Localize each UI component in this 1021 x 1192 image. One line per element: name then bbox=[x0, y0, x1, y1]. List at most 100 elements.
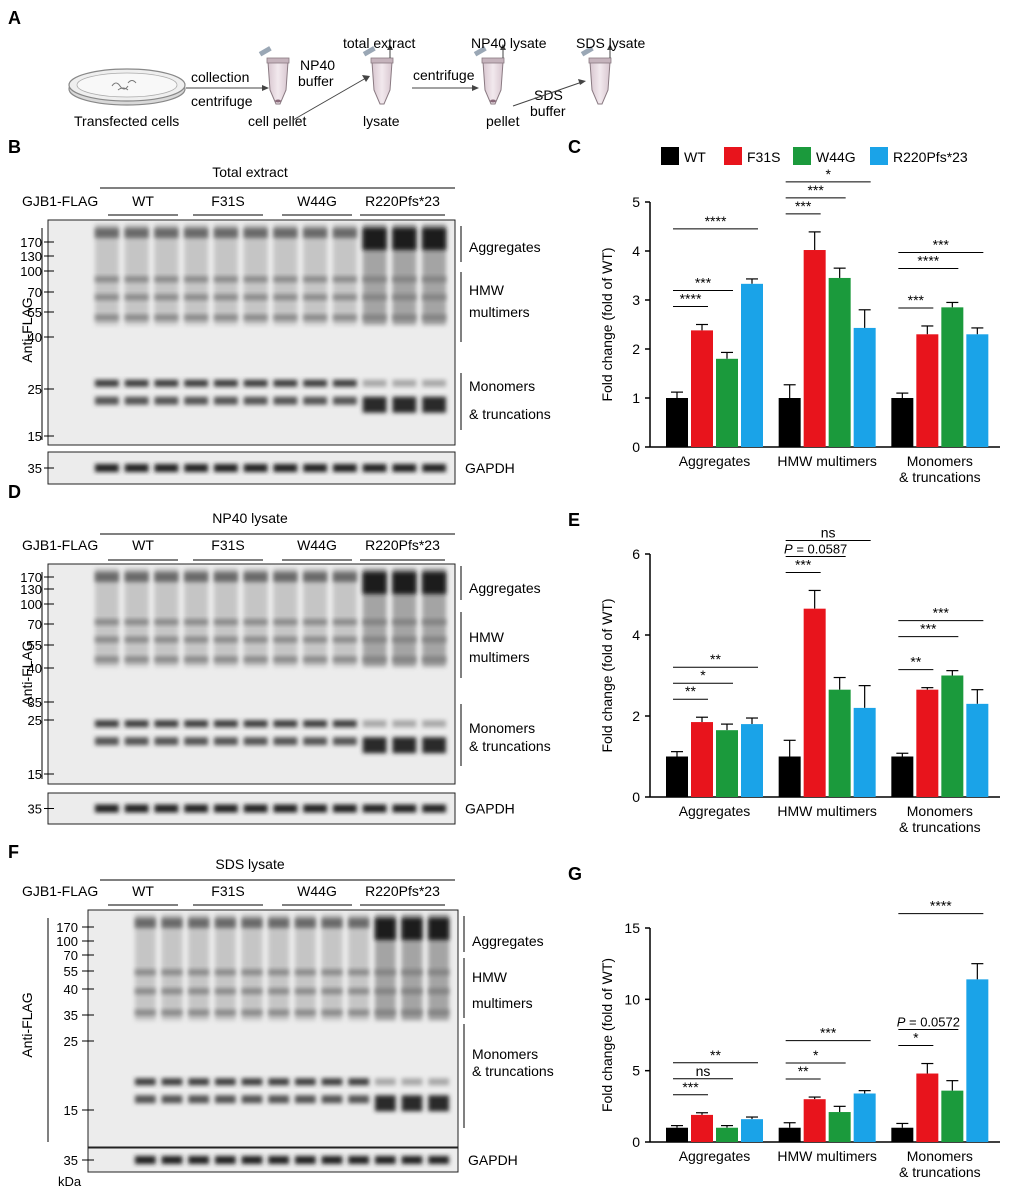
blot-band bbox=[184, 314, 208, 321]
blot-group-label: WT bbox=[132, 193, 154, 209]
legend-label: WT bbox=[684, 149, 706, 165]
blot-band bbox=[188, 1095, 209, 1104]
blot-marker-label: 15 bbox=[28, 429, 42, 444]
legend-swatch bbox=[793, 147, 811, 165]
blot-band bbox=[154, 572, 179, 582]
blot-band bbox=[273, 228, 298, 238]
gapdh-band bbox=[243, 804, 268, 813]
blot-band bbox=[392, 572, 417, 594]
x-category-label: & truncations bbox=[899, 469, 981, 485]
bar bbox=[666, 1127, 688, 1142]
bar-charts: 0 1 2 3 4 5 Fold change (fold of WT) Aggregates… bbox=[599, 166, 1000, 1180]
blot-band bbox=[273, 656, 298, 663]
blot-marker-label: 170 bbox=[20, 570, 42, 585]
blot-band bbox=[303, 720, 327, 728]
blot-region-label: Monomers bbox=[472, 1046, 538, 1062]
gapdh-band bbox=[214, 464, 238, 472]
bar bbox=[716, 1127, 738, 1142]
blot-band bbox=[184, 228, 208, 238]
blot-band bbox=[161, 988, 183, 995]
blot-band bbox=[362, 276, 387, 283]
blot-band bbox=[124, 737, 149, 746]
blot-lane-smear bbox=[154, 224, 179, 326]
blot-group-label: F31S bbox=[211, 537, 244, 553]
blot-band bbox=[135, 1078, 156, 1086]
workflow-pellet2-label: pellet bbox=[486, 113, 520, 129]
blot-band bbox=[333, 314, 357, 321]
blot-region-label: Aggregates bbox=[472, 933, 544, 949]
blot-band bbox=[154, 737, 179, 746]
gapdh-band bbox=[362, 804, 387, 813]
blot-band bbox=[303, 572, 327, 582]
gapdh-label: GAPDH bbox=[465, 460, 515, 476]
blot-lane-smear bbox=[154, 568, 179, 667]
bar bbox=[741, 724, 763, 797]
blot-band bbox=[333, 294, 357, 301]
significance-label: * bbox=[813, 1047, 819, 1063]
x-category-label: Monomers bbox=[907, 803, 973, 819]
y-tick-label: 10 bbox=[624, 991, 640, 1007]
legend-swatch bbox=[724, 147, 742, 165]
blot-band bbox=[362, 228, 387, 250]
blot-band bbox=[188, 1078, 209, 1086]
tube-icon bbox=[473, 46, 505, 105]
blot-band bbox=[303, 228, 327, 238]
blot-marker-label: 15 bbox=[28, 767, 42, 782]
blot-band bbox=[401, 988, 423, 995]
bar bbox=[778, 756, 801, 797]
blot-band bbox=[154, 314, 179, 321]
significance-label: *** bbox=[795, 556, 812, 572]
blot-band bbox=[241, 918, 263, 928]
blot-band bbox=[184, 619, 208, 625]
blot-band bbox=[188, 918, 209, 928]
blot-lane-smear bbox=[333, 224, 357, 326]
blot-lane-smear bbox=[95, 224, 119, 326]
blot-band bbox=[154, 228, 179, 238]
blot-row-label: GJB1-FLAG bbox=[22, 537, 98, 553]
blot-band bbox=[214, 737, 238, 746]
significance-label: ** bbox=[710, 1047, 721, 1063]
y-tick-label: 6 bbox=[632, 546, 640, 562]
blot-band bbox=[422, 656, 446, 663]
kda-unit-label: kDa bbox=[58, 1174, 82, 1189]
blot-band bbox=[362, 379, 387, 387]
gapdh-band bbox=[303, 804, 327, 813]
gapdh-band bbox=[95, 804, 119, 813]
blot-band bbox=[303, 636, 327, 643]
blot-region-label: multimers bbox=[469, 304, 530, 320]
blot-band bbox=[303, 276, 327, 283]
x-category-label: Aggregates bbox=[679, 1148, 751, 1164]
blot-marker-label: 100 bbox=[20, 264, 42, 279]
significance-label: *** bbox=[933, 605, 950, 621]
blot-band bbox=[124, 294, 149, 301]
panel-letter-b: B bbox=[8, 137, 21, 157]
blot-band bbox=[375, 918, 396, 940]
gapdh-band bbox=[243, 464, 268, 472]
bar bbox=[941, 1090, 964, 1142]
blot-band bbox=[161, 1095, 183, 1104]
blot-band bbox=[375, 969, 396, 976]
bar bbox=[741, 1119, 763, 1142]
blot-band bbox=[392, 737, 417, 754]
blot-band bbox=[124, 228, 149, 238]
gapdh-marker-label: 35 bbox=[64, 1153, 78, 1168]
blot-lane-smear bbox=[184, 568, 208, 667]
blot-band bbox=[214, 572, 238, 582]
bar bbox=[716, 358, 738, 447]
significance-label: P = 0.0572 bbox=[897, 1015, 960, 1030]
blot-band bbox=[154, 720, 179, 728]
blot-band bbox=[362, 572, 387, 594]
blot-band bbox=[401, 918, 423, 940]
blot-band bbox=[214, 228, 238, 238]
blot-lane-smear bbox=[214, 224, 238, 326]
gapdh-band bbox=[303, 464, 327, 472]
gapdh-band bbox=[154, 464, 179, 472]
blot-band bbox=[273, 720, 298, 728]
blot-panel: SDS lysate GJB1-FLAG WT F31S W44G R220Pfs*23 1… bbox=[19, 856, 554, 1189]
y-tick-label: 0 bbox=[632, 1134, 640, 1150]
blot-band bbox=[268, 969, 289, 976]
blot-group-label: R220Pfs*23 bbox=[365, 537, 440, 553]
gapdh-band bbox=[135, 1156, 156, 1164]
blot-lane-smear bbox=[135, 914, 156, 1021]
